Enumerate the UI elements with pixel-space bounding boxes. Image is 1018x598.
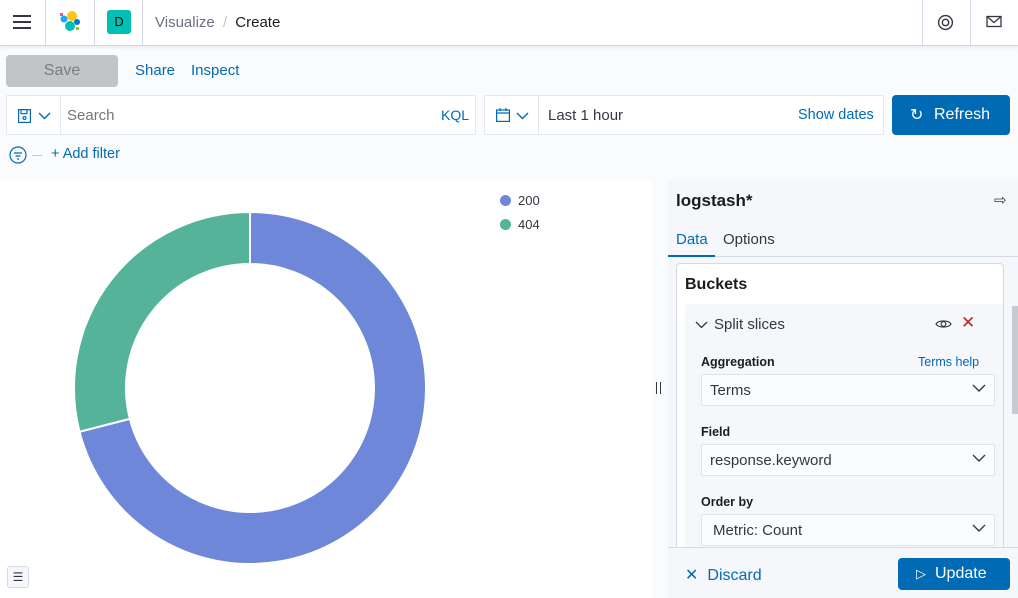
scrollbar[interactable]: [1012, 306, 1018, 414]
field-select[interactable]: response.keyword: [701, 444, 995, 476]
close-icon: ✕: [685, 567, 699, 584]
saved-query-button[interactable]: [7, 96, 61, 134]
show-dates-button[interactable]: Show dates: [798, 107, 874, 123]
visualization-area: 200 404 ☰: [0, 180, 652, 598]
filter-icon[interactable]: [9, 146, 27, 164]
discard-button[interactable]: ✕ Discard: [685, 567, 762, 584]
search-input[interactable]: [67, 104, 427, 126]
elastic-logo-icon[interactable]: [58, 10, 82, 34]
menu-icon[interactable]: [13, 15, 31, 29]
breadcrumb-create: Create: [235, 14, 281, 31]
buckets-panel: Buckets Split slices ✕ Aggregation Terms…: [676, 263, 1004, 554]
terms-help-link[interactable]: Terms help: [918, 355, 980, 369]
query-bar: KQL: [6, 95, 476, 135]
field-label: Field: [701, 425, 731, 439]
editor-sidebar: logstash* ⇨ Data Options Buckets Split s…: [668, 180, 1018, 598]
resize-handle[interactable]: [656, 382, 661, 394]
help-icon[interactable]: [937, 14, 954, 31]
top-header: D Visualize / Create: [0, 0, 1018, 46]
pie-slice-200[interactable]: [78, 210, 427, 565]
update-button[interactable]: ▷ Update: [898, 558, 1010, 590]
chevron-down-icon: [516, 112, 529, 120]
time-picker: Last 1 hour Show dates: [484, 95, 884, 135]
legend-dot: [500, 219, 511, 230]
breadcrumb: Visualize / Create: [155, 14, 281, 31]
save-button[interactable]: Save: [6, 55, 118, 87]
chevron-down-icon[interactable]: [695, 321, 708, 329]
save-icon: [18, 109, 31, 123]
legend-item[interactable]: 404: [500, 217, 540, 241]
bucket-split-slices: Split slices ✕ Aggregation Terms help Te…: [685, 304, 1003, 554]
add-filter-button[interactable]: + Add filter: [51, 146, 120, 162]
legend-dot: [500, 195, 511, 206]
share-link[interactable]: Share: [135, 62, 176, 79]
buckets-title: Buckets: [685, 276, 748, 293]
collapse-sidebar-icon[interactable]: ⇨: [994, 192, 1007, 209]
order-by-select[interactable]: Metric: Count: [701, 514, 995, 546]
kql-button[interactable]: KQL: [441, 107, 470, 123]
inspect-link[interactable]: Inspect: [191, 62, 240, 79]
play-icon: ▷: [916, 566, 926, 581]
chevron-down-icon: [38, 112, 51, 120]
calendar-icon: [496, 108, 510, 122]
space-avatar[interactable]: D: [107, 10, 131, 34]
donut-chart: [73, 210, 427, 565]
aggregation-select[interactable]: Terms: [701, 374, 995, 406]
tab-options[interactable]: Options: [723, 231, 775, 248]
sidebar-footer: ✕ Discard ▷ Update: [668, 547, 1018, 598]
time-range[interactable]: Last 1 hour: [548, 107, 624, 124]
tab-data[interactable]: Data: [668, 231, 715, 257]
refresh-icon: ↻: [910, 107, 924, 124]
order-by-label: Order by: [701, 495, 754, 509]
index-pattern-title: logstash*: [676, 191, 753, 210]
pie-slice-404[interactable]: [73, 210, 251, 433]
breadcrumb-visualize[interactable]: Visualize: [155, 14, 215, 31]
chart-legend: 200 404: [500, 193, 540, 241]
aggregation-label: Aggregation: [701, 355, 775, 369]
eye-icon[interactable]: [935, 318, 952, 330]
refresh-button[interactable]: ↻ Refresh: [892, 95, 1010, 135]
mail-icon[interactable]: [986, 15, 1002, 28]
legend-item[interactable]: 200: [500, 193, 540, 217]
remove-icon[interactable]: ✕: [961, 313, 976, 332]
legend-toggle-button[interactable]: ☰: [7, 566, 29, 588]
bucket-title[interactable]: Split slices: [714, 316, 785, 333]
quick-menu-button[interactable]: [485, 96, 539, 134]
